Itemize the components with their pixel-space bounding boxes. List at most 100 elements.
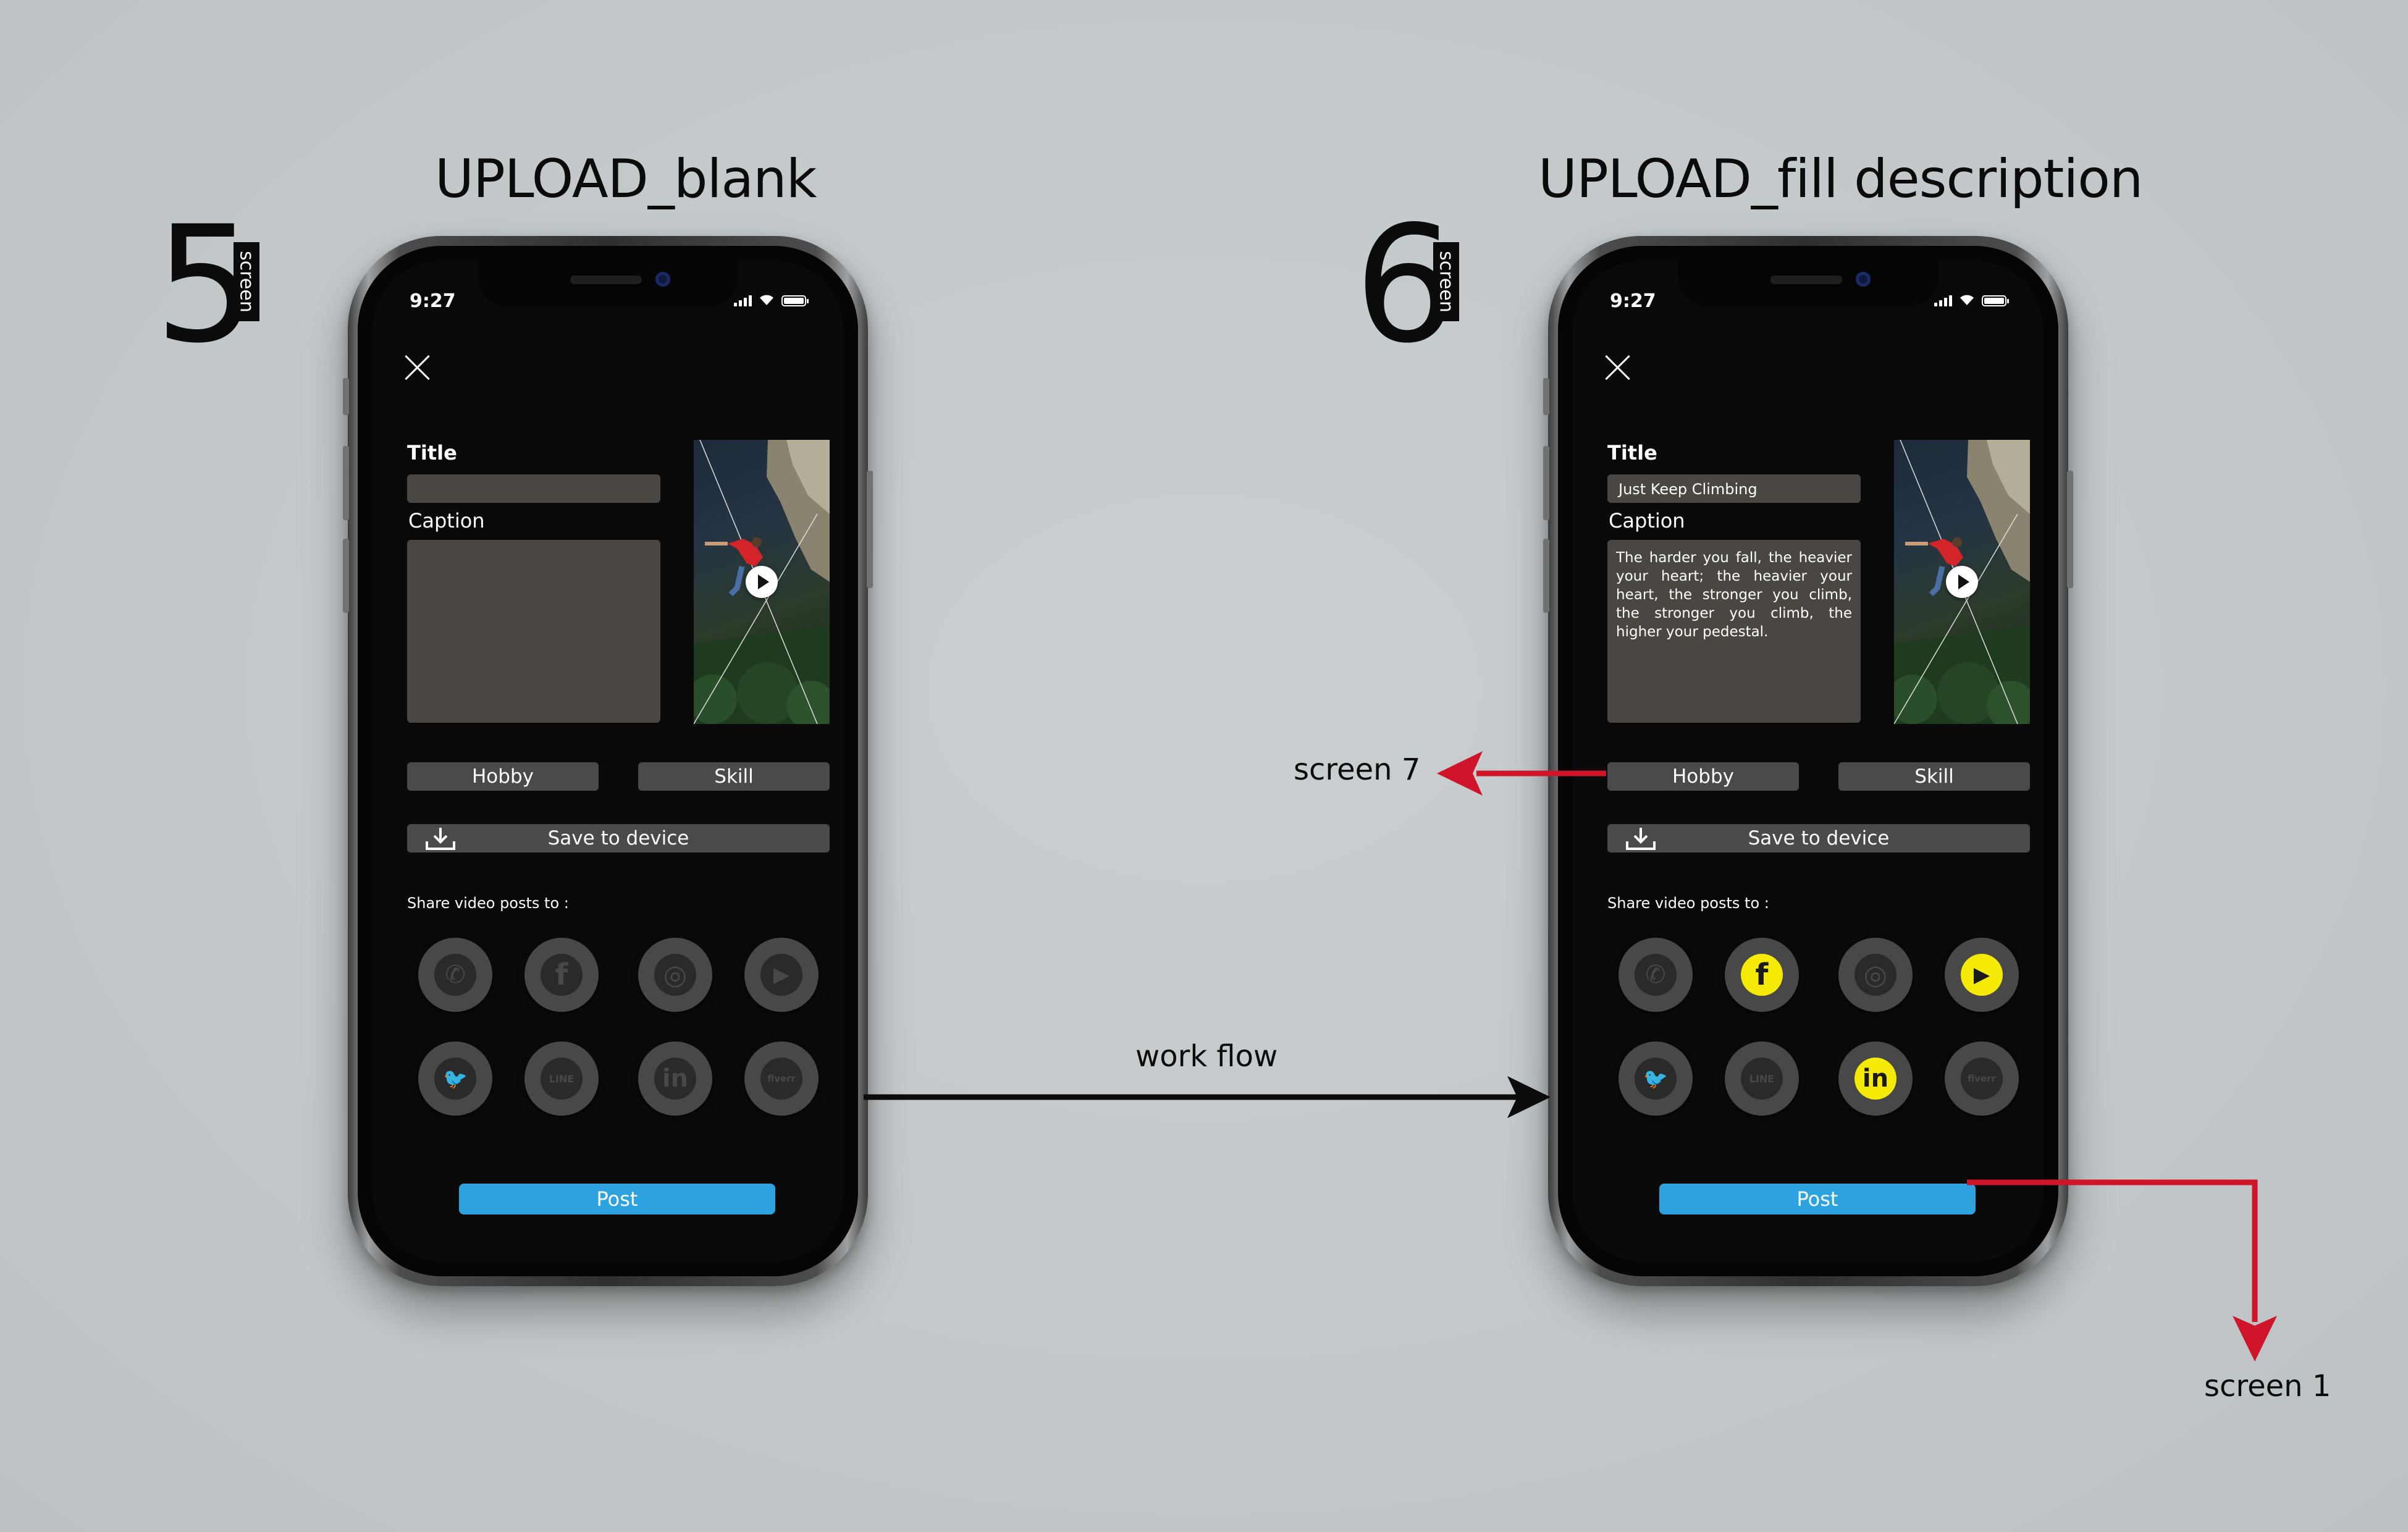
- battery-icon: [781, 295, 809, 306]
- instagram-icon: ◎: [1854, 954, 1897, 996]
- play-icon[interactable]: [746, 566, 778, 598]
- status-icons: [1934, 292, 2009, 306]
- post-button[interactable]: Post: [1659, 1184, 1976, 1214]
- facebook-icon: f: [1741, 954, 1783, 996]
- linkedin-icon: in: [654, 1058, 696, 1100]
- youtube-share-button[interactable]: ▶: [744, 938, 819, 1012]
- line-share-button[interactable]: LINE: [1725, 1042, 1799, 1116]
- linkedin-share-button[interactable]: in: [1838, 1042, 1913, 1116]
- caption-label: Caption: [408, 509, 485, 532]
- twitter-share-button[interactable]: 🐦: [1619, 1042, 1693, 1116]
- volume-down-button: [343, 539, 349, 613]
- volume-up-button: [1543, 446, 1549, 520]
- save-to-device-button[interactable]: Save to device: [407, 824, 830, 852]
- title-label: Title: [1607, 441, 1657, 465]
- phone-mockup-upload-filled: 9:27 Title Just Keep Climbing Caption Th…: [1543, 236, 2073, 1286]
- status-time: 9:27: [1610, 290, 1656, 312]
- title-label: Title: [407, 441, 457, 465]
- line-icon: LINE: [541, 1058, 583, 1100]
- fiverr-icon: fiverr: [760, 1058, 802, 1100]
- facebook-share-button[interactable]: f: [1725, 938, 1799, 1012]
- speaker: [1770, 276, 1842, 284]
- download-icon: [426, 828, 455, 850]
- linkedin-share-button[interactable]: in: [638, 1042, 712, 1116]
- caption-input[interactable]: [407, 540, 660, 723]
- climber-image: [1894, 440, 2030, 724]
- save-to-device-label: Save to device: [547, 827, 689, 849]
- battery-icon: [1982, 295, 2009, 306]
- save-to-device-button[interactable]: Save to device: [1607, 824, 2030, 852]
- power-button: [2067, 471, 2073, 588]
- workflow-label: work flow: [1135, 1039, 1278, 1074]
- screen-heading: UPLOAD_blank: [435, 148, 817, 210]
- skill-button[interactable]: Skill: [638, 762, 830, 791]
- workflow-arrow: [864, 1076, 1551, 1118]
- screen7-label: screen 7: [1294, 752, 1421, 787]
- youtube-icon: ▶: [1961, 954, 2003, 996]
- instagram-share-button[interactable]: ◎: [1838, 938, 1913, 1012]
- screen7-arrow: [1437, 751, 1606, 796]
- whatsapp-icon: ✆: [1635, 954, 1677, 996]
- share-label: Share video posts to :: [1607, 894, 1769, 912]
- screen1-label: screen 1: [2204, 1369, 2331, 1404]
- status-time: 9:27: [410, 290, 456, 312]
- mute-switch: [343, 378, 349, 415]
- hobby-button[interactable]: Hobby: [1607, 762, 1799, 791]
- share-label: Share video posts to :: [407, 894, 569, 912]
- notch: [1678, 261, 1939, 306]
- skill-button[interactable]: Skill: [1838, 762, 2030, 791]
- facebook-icon: f: [541, 954, 583, 996]
- screen-tag: screen: [1433, 242, 1459, 321]
- download-icon: [1626, 828, 1656, 850]
- play-icon[interactable]: [1946, 566, 1978, 598]
- instagram-share-button[interactable]: ◎: [638, 938, 712, 1012]
- youtube-share-button[interactable]: ▶: [1945, 938, 2019, 1012]
- fiverr-share-button[interactable]: fiverr: [1945, 1042, 2019, 1116]
- whatsapp-share-button[interactable]: ✆: [418, 938, 492, 1012]
- save-to-device-label: Save to device: [1748, 827, 1890, 849]
- front-camera: [655, 272, 670, 287]
- facebook-share-button[interactable]: f: [524, 938, 599, 1012]
- caption-label: Caption: [1609, 509, 1685, 532]
- volume-down-button: [1543, 539, 1549, 613]
- instagram-icon: ◎: [654, 954, 696, 996]
- phone-mockup-upload-blank: 9:27 Title Caption: [343, 236, 873, 1286]
- whatsapp-icon: ✆: [434, 954, 476, 996]
- screen1-arrow: [1967, 1179, 2277, 1362]
- screen-number-badge: 5 screen: [154, 205, 297, 366]
- fiverr-share-button[interactable]: fiverr: [744, 1042, 819, 1116]
- line-icon: LINE: [1741, 1058, 1783, 1100]
- video-thumbnail[interactable]: [1894, 440, 2030, 724]
- linkedin-icon: in: [1854, 1058, 1897, 1100]
- caption-input[interactable]: The harder you fall, the heavier your he…: [1607, 540, 1861, 723]
- line-share-button[interactable]: LINE: [524, 1042, 599, 1116]
- twitter-share-button[interactable]: 🐦: [418, 1042, 492, 1116]
- post-button[interactable]: Post: [459, 1184, 775, 1214]
- signal-icon: [734, 295, 752, 306]
- title-input[interactable]: [407, 474, 660, 503]
- fiverr-icon: fiverr: [1961, 1058, 2003, 1100]
- upload-screen: 9:27 Title Caption: [373, 261, 843, 1261]
- wifi-icon: [760, 295, 773, 305]
- mute-switch: [1543, 378, 1549, 415]
- signal-icon: [1934, 295, 1952, 306]
- twitter-icon: 🐦: [1635, 1058, 1677, 1100]
- twitter-icon: 🐦: [434, 1058, 476, 1100]
- screen-heading: UPLOAD_fill description: [1538, 148, 2143, 210]
- speaker: [570, 276, 642, 284]
- status-icons: [734, 292, 809, 306]
- notch: [478, 261, 738, 306]
- upload-screen: 9:27 Title Just Keep Climbing Caption Th…: [1573, 261, 2044, 1261]
- volume-up-button: [343, 446, 349, 520]
- screen-tag: screen: [234, 242, 259, 321]
- youtube-icon: ▶: [760, 954, 802, 996]
- front-camera: [1856, 272, 1871, 287]
- screen-number-badge: 6 screen: [1354, 205, 1496, 366]
- wifi-icon: [1960, 295, 1974, 305]
- video-thumbnail[interactable]: [694, 440, 830, 724]
- power-button: [867, 471, 873, 588]
- hobby-button[interactable]: Hobby: [407, 762, 599, 791]
- whatsapp-share-button[interactable]: ✆: [1619, 938, 1693, 1012]
- title-input[interactable]: Just Keep Climbing: [1607, 474, 1861, 503]
